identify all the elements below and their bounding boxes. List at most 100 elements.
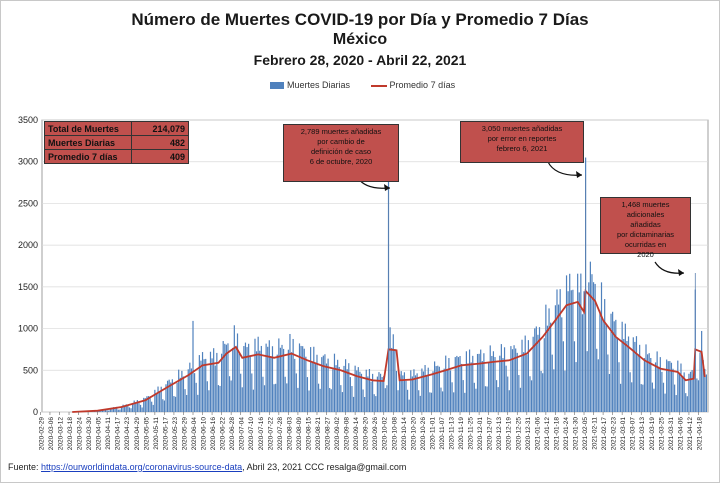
daily-bar (494, 357, 496, 412)
avg-7d-line (72, 288, 706, 413)
daily-bar (330, 389, 332, 412)
x-tick-label: 2020-11-13 (449, 417, 456, 450)
annotation-april-2021: 1,468 muertes adicionales añadidas por d… (600, 197, 691, 259)
daily-bar (359, 371, 361, 412)
y-tick-label: 1000 (18, 324, 38, 334)
daily-bar (557, 304, 560, 412)
daily-bar (157, 386, 159, 412)
daily-bar (302, 346, 304, 412)
daily-bar (705, 374, 708, 412)
daily-bar (322, 355, 324, 412)
source-link[interactable]: https://ourworldindata.org/coronavirus-s… (41, 462, 243, 472)
x-tick-label: 2020-03-06 (48, 417, 55, 451)
daily-bar (626, 340, 628, 412)
daily-bar (443, 368, 445, 412)
daily-bar (174, 396, 177, 412)
daily-bar (532, 336, 534, 412)
daily-bar (122, 404, 124, 412)
daily-bar (565, 275, 568, 412)
x-tick-label: 2021-03-31 (668, 417, 675, 451)
daily-bar (505, 365, 507, 412)
daily-bar (589, 261, 591, 412)
x-tick-label: 2020-12-13 (496, 417, 503, 451)
x-tick-label: 2020-05-17 (162, 417, 169, 451)
daily-bar (621, 321, 623, 412)
daily-bar (268, 340, 270, 412)
daily-bar (233, 325, 235, 412)
x-tick-label: 2020-08-15 (305, 417, 312, 451)
daily-bar (217, 385, 220, 412)
daily-bar (112, 407, 115, 412)
daily-bar (263, 385, 266, 412)
annotation-line: por error en reportes (487, 134, 557, 143)
daily-bar (473, 382, 475, 412)
x-tick-label: 2020-07-28 (277, 417, 284, 451)
daily-bar (553, 369, 555, 412)
daily-bar (166, 380, 169, 412)
daily-bar (618, 362, 620, 412)
daily-bar (515, 348, 517, 412)
daily-bar (689, 371, 692, 412)
x-tick-label: 2020-09-02 (334, 417, 341, 451)
daily-bar (160, 386, 162, 412)
daily-bar (252, 389, 255, 412)
daily-bar (468, 349, 471, 412)
daily-bar (659, 357, 661, 412)
source-suffix: , Abril 23, 2021 CCC resalga@gmail.com (242, 462, 407, 472)
daily-bar (333, 353, 336, 412)
daily-bar (356, 370, 358, 412)
x-tick-label: 2021-02-17 (601, 417, 608, 451)
daily-bar (556, 289, 558, 412)
x-tick-label: 2020-07-16 (258, 417, 265, 451)
daily-bar (635, 336, 638, 412)
x-tick-label: 2021-04-18 (696, 417, 703, 451)
daily-bar (491, 355, 493, 412)
daily-bar (367, 376, 369, 412)
daily-bar (225, 344, 227, 412)
daily-bar (236, 333, 239, 412)
x-tick-label: 2020-06-28 (229, 417, 236, 451)
daily-bar (414, 375, 417, 412)
daily-bar (503, 347, 506, 412)
daily-bar (399, 374, 401, 412)
x-tick-label: 2020-09-14 (353, 417, 360, 451)
daily-bar (470, 362, 472, 412)
daily-bar (669, 361, 671, 412)
daily-bar (395, 370, 398, 412)
daily-bar (451, 382, 453, 412)
x-tick-label: 2020-04-17 (115, 417, 122, 451)
daily-bar (235, 347, 237, 412)
daily-bar (378, 372, 380, 412)
daily-bar (562, 341, 564, 412)
legend-avg-label: Promedio 7 días (389, 80, 456, 90)
daily-bar (200, 360, 202, 412)
daily-bar (642, 384, 644, 412)
daily-bar (500, 344, 502, 412)
legend-daily-swatch (270, 82, 284, 90)
annotation-line: definición de caso (310, 147, 372, 156)
daily-bar (580, 273, 582, 412)
daily-bar (391, 347, 393, 412)
daily-bar (206, 381, 208, 412)
daily-bar (656, 351, 658, 412)
daily-bar (325, 363, 328, 412)
daily-bar (654, 362, 657, 412)
daily-bar (221, 353, 223, 412)
daily-bar (344, 359, 347, 412)
daily-bar (392, 334, 394, 412)
daily-bar (341, 392, 344, 412)
daily-bar (688, 373, 690, 412)
daily-bar (211, 358, 213, 412)
stats-value: 482 (131, 135, 189, 150)
daily-bar (527, 340, 529, 412)
daily-bar (106, 410, 108, 412)
daily-bar (246, 347, 248, 412)
daily-bar (279, 347, 282, 412)
daily-bar (117, 409, 119, 412)
daily-bar (364, 396, 366, 412)
daily-bar (151, 401, 153, 412)
annotation-arrowhead (384, 184, 390, 191)
x-tick-label: 2020-10-26 (420, 417, 427, 451)
daily-bar (208, 390, 210, 412)
daily-bar (132, 402, 134, 412)
